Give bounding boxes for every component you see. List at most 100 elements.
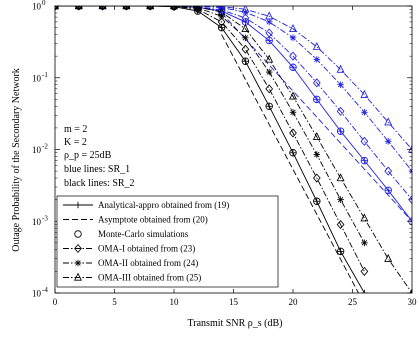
legend-label: Analytical-appro obtained from (19) [98, 200, 229, 210]
series-sr2-oma-iii-point [74, 6, 83, 10]
series-sr1-analytical-point [337, 127, 344, 135]
series-sr2-oma-iii-point [312, 132, 321, 140]
series-sr1-oma-iii-point [336, 64, 345, 73]
series-sr2-oma-i-point [336, 219, 345, 230]
x-tick-label: 10 [170, 297, 180, 307]
series-sr2-oma-iii-line [55, 6, 412, 293]
series-sr2-oma-i-point [241, 44, 250, 54]
series-sr2-oma-ii-point [289, 108, 297, 116]
series-sr1-oma-ii-point [265, 18, 273, 26]
series-sr2-oma-ii-point [55, 6, 59, 10]
series-sr1-simulation-point [336, 127, 345, 135]
y-tick-label: 10 [32, 289, 42, 299]
legend-marker [74, 243, 82, 254]
series-sr2-analytical-point [361, 289, 368, 293]
parameter-annotations: m = 2 K = 2 ρ_p = 25dB blue lines: SR_1 … [64, 124, 135, 189]
series-sr2-oma-i-point [74, 6, 83, 11]
legend-label: OMA-I obtained from (23) [98, 244, 195, 254]
x-tick-label: 30 [408, 297, 418, 307]
legend-label: OMA-II obtained from (24) [98, 258, 198, 268]
series-sr1-oma-ii-point [313, 56, 321, 63]
series-sr2-oma-iii-point [98, 6, 107, 10]
series-sr1-analytical-point [361, 157, 368, 164]
series-sr2-simulation-point [313, 197, 321, 205]
series-sr2-oma-ii-point [313, 151, 321, 158]
y-tick-exponent: 0 [42, 0, 46, 7]
series-sr1-oma-i-line [55, 6, 412, 200]
series-sr1-analytical-point [265, 37, 273, 44]
legend-entry: Analytical-appro obtained from (19) [63, 200, 229, 210]
series-sr1-oma-i-point [408, 195, 412, 205]
annotation-rho-p: ρ_p = 25dB [64, 150, 112, 161]
series-sr2-oma-ii-line [55, 6, 365, 244]
series-sr2-oma-i-point [265, 84, 274, 94]
legend-label: Asymptote obtained from (20) [98, 215, 208, 225]
series-sr1-simulation-point [360, 156, 369, 165]
series-sr2-oma-iii-point [289, 91, 297, 100]
series-sr2-oma-i-point [170, 6, 178, 11]
series-sr2-oma-iii-point [336, 173, 345, 182]
legend-label: OMA-III obtained from (25) [98, 273, 201, 283]
x-axis-label: Transmit SNR ρ_s (dB) [188, 318, 283, 329]
series-sr2-simulation-point [289, 149, 297, 157]
series-sr2-analytical-point [313, 197, 321, 205]
x-tick-label: 20 [289, 297, 299, 307]
legend-marker [74, 230, 82, 238]
y-tick-exponent: -4 [42, 286, 48, 294]
series-sr1-asymptote [221, 12, 412, 222]
series-sr2-oma-ii-point [361, 239, 368, 247]
series-sr2-oma-i-point [360, 266, 369, 276]
series-sr2-oma-ii-point [337, 196, 344, 203]
x-tick-label: 5 [112, 297, 117, 307]
series-sr2-oma-iii-point [360, 213, 369, 222]
series-sr1-oma-i-point [360, 136, 369, 146]
series-sr1-oma-i-point [336, 106, 345, 116]
series-sr2-asymptote [221, 34, 359, 293]
series-sr2-oma-iii-point [241, 24, 250, 32]
series-sr2-oma-i-point [312, 173, 321, 183]
legend-entry: OMA-I obtained from (23) [63, 244, 195, 254]
series-sr2-asymptote-line [221, 34, 359, 293]
series-sr1-simulation-point [384, 186, 392, 195]
legend-marker [74, 272, 82, 281]
series-sr2-oma-iii-point [217, 7, 226, 16]
series-sr1-oma-iii-point [312, 41, 321, 50]
series-sr1-oma-i-point [265, 28, 274, 38]
series-sr1-oma-iii-line [55, 6, 412, 150]
series-sr2-analytical-line [55, 6, 365, 293]
series-sr2-oma-iii-point [409, 288, 412, 293]
series-sr1-oma-iii-point [265, 11, 274, 20]
x-tick-label: 15 [229, 297, 239, 307]
series-sr2-analytical-point [289, 149, 297, 157]
annotation-k: K = 2 [64, 137, 87, 148]
legend-entry: Monte-Carlo simulations [74, 229, 189, 239]
series-sr1-oma-ii-point [361, 108, 368, 116]
series-sr1-oma-iii-point [384, 117, 393, 126]
x-tick-label: 25 [348, 297, 358, 307]
series-sr2-analytical-point [265, 103, 273, 110]
annotation-black-lines: black lines: SR_2 [64, 178, 135, 189]
legend-box [56, 195, 279, 288]
series-sr1-oma-ii-point [289, 34, 297, 42]
series-sr2-oma-ii-point [265, 68, 273, 76]
series-sr1-oma-i-point [241, 13, 250, 23]
y-tick-label: 10 [32, 73, 42, 83]
series-sr1-oma-i-point [312, 78, 321, 88]
series-sr2-oma-ii-point [242, 34, 249, 42]
series-sr2-analytical-point [337, 248, 344, 255]
series-sr2-oma-iii-point [384, 253, 393, 262]
series-sr2-simulation-point [265, 102, 273, 111]
series-sr1-oma-i-point [289, 51, 297, 61]
series-sr2-simulation-point [336, 247, 345, 256]
y-tick-exponent: -3 [42, 214, 48, 222]
series-sr2-analytical-point [242, 57, 249, 65]
series-sr1-oma-iii-point [289, 24, 297, 32]
series-sr2-simulation-point [241, 57, 250, 65]
series-sr2-simulation-point [217, 23, 226, 32]
series-sr1-oma-ii-point [384, 138, 392, 145]
legend-label: Monte-Carlo simulations [98, 229, 189, 239]
series-sr1-oma-iii-point [241, 6, 250, 13]
annotation-blue-lines: blue lines: SR_1 [64, 164, 130, 175]
series-sr2-oma-iii-point [265, 54, 274, 63]
